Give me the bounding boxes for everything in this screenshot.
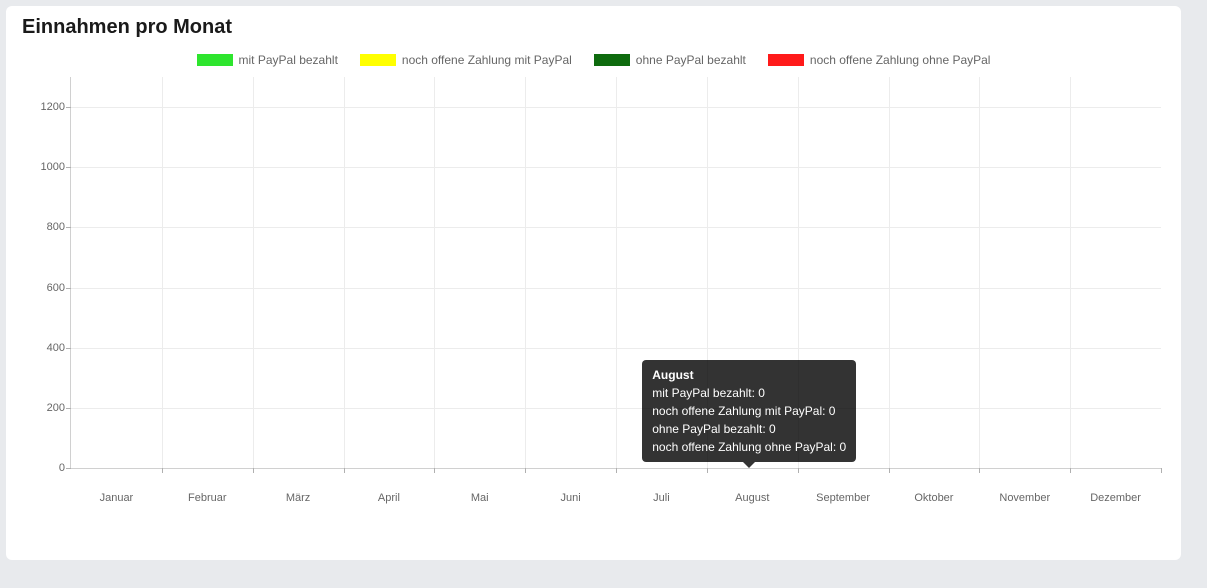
x-tick: [253, 468, 254, 473]
y-tick: [66, 167, 71, 168]
gridline-v: [162, 77, 163, 468]
chart-legend[interactable]: mit PayPal bezahlt noch offene Zahlung mi…: [22, 49, 1165, 77]
x-tick: [798, 468, 799, 473]
legend-swatch-icon: [197, 54, 233, 66]
gridline-v: [525, 77, 526, 468]
x-tick: [979, 468, 980, 473]
gridline-v: [979, 77, 980, 468]
y-axis-label: 600: [29, 282, 65, 294]
x-axis-label: November: [999, 492, 1050, 504]
chart-tooltip: Augustmit PayPal bezahlt: 0noch offene Z…: [642, 360, 856, 462]
legend-label: mit PayPal bezahlt: [239, 53, 338, 67]
y-tick: [66, 348, 71, 349]
x-tick: [344, 468, 345, 473]
y-axis-label: 200: [29, 402, 65, 414]
legend-swatch-icon: [360, 54, 396, 66]
legend-swatch-icon: [594, 54, 630, 66]
legend-item-paid_no_paypal[interactable]: ohne PayPal bezahlt: [594, 53, 746, 67]
legend-item-open_paypal[interactable]: noch offene Zahlung mit PayPal: [360, 53, 572, 67]
x-tick: [525, 468, 526, 473]
plot-area[interactable]: 020040060080010001200JanuarFebruarMärzAp…: [70, 77, 1161, 469]
legend-label: noch offene Zahlung ohne PayPal: [810, 53, 991, 67]
y-tick: [66, 227, 71, 228]
chart-area: 020040060080010001200JanuarFebruarMärzAp…: [70, 77, 1161, 517]
gridline-v: [344, 77, 345, 468]
y-axis-label: 1200: [29, 101, 65, 113]
y-tick: [66, 468, 71, 469]
gridline-v: [434, 77, 435, 468]
x-tick: [889, 468, 890, 473]
tooltip-title: August: [652, 366, 846, 384]
x-axis-label: April: [378, 492, 400, 504]
x-tick: [616, 468, 617, 473]
legend-label: noch offene Zahlung mit PayPal: [402, 53, 572, 67]
y-axis-label: 0: [29, 462, 65, 474]
y-axis-label: 1000: [29, 161, 65, 173]
tooltip-caret-icon: [743, 462, 755, 468]
tooltip-line: ohne PayPal bezahlt: 0: [652, 420, 846, 438]
x-tick: [434, 468, 435, 473]
legend-label: ohne PayPal bezahlt: [636, 53, 746, 67]
tooltip-line: mit PayPal bezahlt: 0: [652, 384, 846, 402]
x-tick: [1161, 468, 1162, 473]
x-tick: [707, 468, 708, 473]
y-axis-label: 800: [29, 221, 65, 233]
x-axis-label: Februar: [188, 492, 227, 504]
y-tick: [66, 408, 71, 409]
x-axis-label: Januar: [100, 492, 134, 504]
x-axis-label: Dezember: [1090, 492, 1141, 504]
x-axis-label: August: [735, 492, 769, 504]
gridline-v: [616, 77, 617, 468]
gridline-v: [253, 77, 254, 468]
legend-item-open_no_paypal[interactable]: noch offene Zahlung ohne PayPal: [768, 53, 991, 67]
x-axis-label: September: [816, 492, 870, 504]
y-tick: [66, 288, 71, 289]
x-axis-label: Juni: [560, 492, 580, 504]
chart-card: Einnahmen pro Monat mit PayPal bezahlt no…: [6, 6, 1181, 560]
chart-title: Einnahmen pro Monat: [22, 16, 1165, 39]
x-tick: [162, 468, 163, 473]
legend-swatch-icon: [768, 54, 804, 66]
x-axis-label: Mai: [471, 492, 489, 504]
tooltip-line: noch offene Zahlung ohne PayPal: 0: [652, 438, 846, 456]
tooltip-line: noch offene Zahlung mit PayPal: 0: [652, 402, 846, 420]
x-axis-label: Juli: [653, 492, 670, 504]
y-axis-label: 400: [29, 342, 65, 354]
x-axis-label: Oktober: [914, 492, 953, 504]
gridline-v: [1070, 77, 1071, 468]
legend-item-paid_paypal[interactable]: mit PayPal bezahlt: [197, 53, 338, 67]
x-axis-label: März: [286, 492, 310, 504]
y-tick: [66, 107, 71, 108]
gridline-v: [889, 77, 890, 468]
x-tick: [1070, 468, 1071, 473]
